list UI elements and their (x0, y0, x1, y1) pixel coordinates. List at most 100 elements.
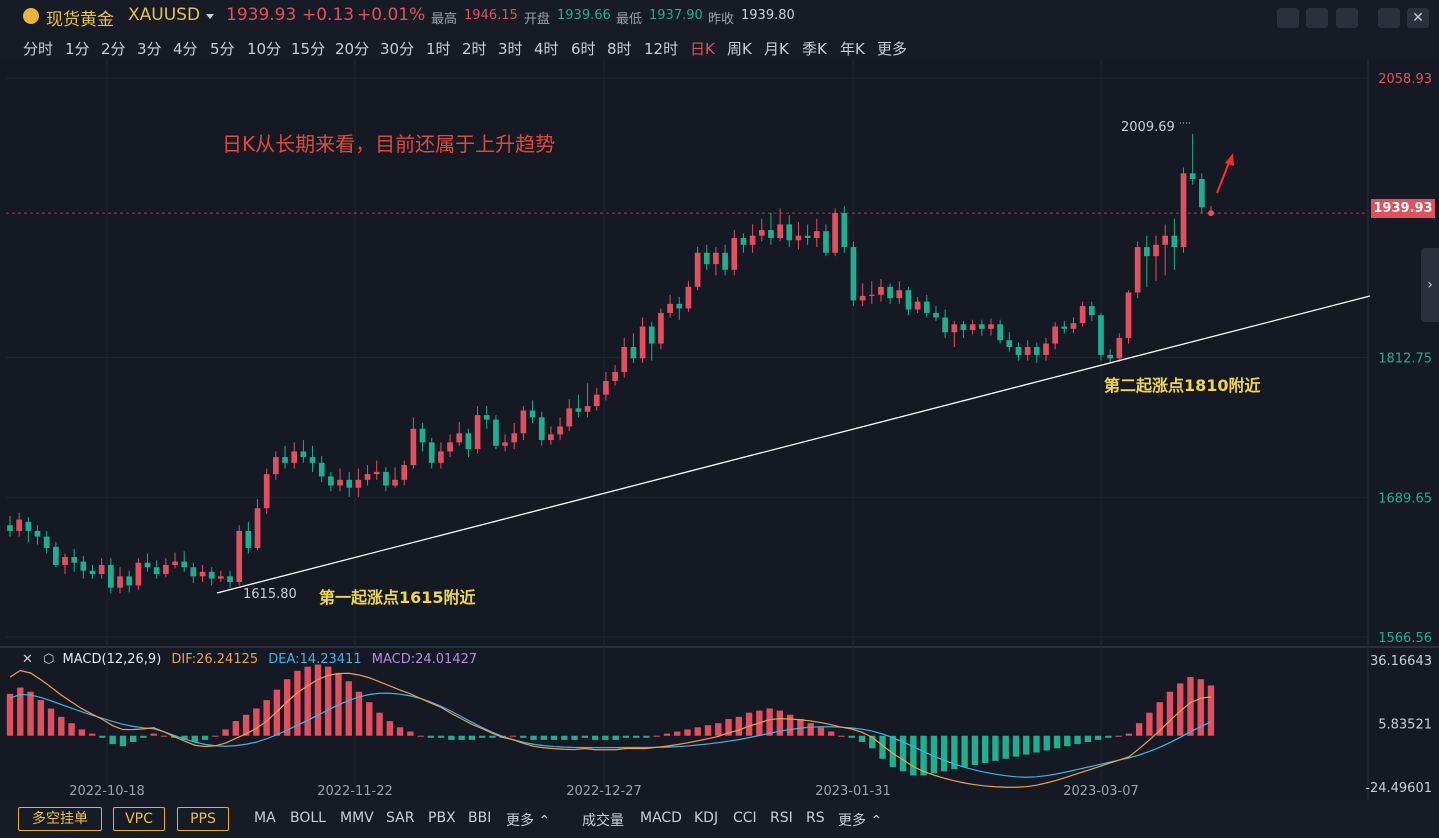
candle-body (245, 530, 252, 548)
price-change: +0.13 (302, 5, 355, 25)
macd-hist-bar (653, 735, 660, 737)
sub-indicator-1[interactable]: MACD (640, 810, 682, 826)
bottom-box-0[interactable]: 多空挂单 (18, 807, 102, 831)
sub-indicator-0[interactable]: 成交量 (582, 813, 624, 829)
sub-indicator-2[interactable]: KDJ (694, 810, 719, 826)
candle-body (447, 442, 453, 452)
interval-9[interactable]: 30分 (380, 40, 415, 58)
macd-hist-bar (1156, 702, 1163, 736)
macd-hist-bar (294, 670, 301, 736)
candle-body (603, 381, 609, 395)
interval-4[interactable]: 4分 (173, 40, 198, 58)
interval-1[interactable]: 1分 (65, 40, 90, 58)
fullscreen-icon[interactable] (1378, 8, 1400, 28)
macd-hist-bar (376, 712, 383, 736)
macd-hist-bar (1177, 683, 1184, 736)
candle-body (153, 567, 160, 575)
macd-hist-bar (17, 687, 24, 736)
bottom-box-1[interactable]: VPC (113, 807, 165, 831)
symbol-name[interactable]: 现货黄金 (46, 10, 114, 30)
interval-15[interactable]: 8时 (607, 40, 632, 58)
up-arrow-icon (1216, 159, 1231, 194)
main-indicator-1[interactable]: BOLL (290, 810, 326, 826)
settings-hex-icon[interactable]: ⬡ (43, 652, 55, 667)
macd-hist-bar (684, 729, 691, 736)
interval-3[interactable]: 3分 (137, 40, 162, 58)
candle-body (337, 479, 343, 486)
macd-hist-bar (396, 727, 404, 736)
symbol-code[interactable]: XAUUSD (128, 5, 201, 25)
interval-19[interactable]: 月K (764, 40, 789, 58)
x-tick-label: 2023-03-07 (1063, 784, 1139, 799)
candle-body (813, 231, 820, 239)
interval-2[interactable]: 2分 (101, 40, 126, 58)
candle-body (1134, 247, 1141, 293)
macd-hist-bar (181, 735, 188, 740)
up-arrow-head-icon (1225, 153, 1234, 166)
interval-0[interactable]: 分时 (23, 40, 54, 58)
main-indicator-2[interactable]: MMV (340, 810, 374, 826)
macd-hist-bar (283, 679, 291, 736)
macd-hist-bar (520, 735, 527, 738)
low-marker: 1615.80 (243, 587, 297, 602)
dea-line (9, 692, 1212, 778)
interval-12[interactable]: 3时 (498, 40, 523, 58)
candle-body (318, 462, 325, 477)
interval-8[interactable]: 20分 (335, 40, 370, 58)
interval-7[interactable]: 15分 (291, 40, 326, 58)
chevron-down-icon[interactable] (206, 14, 214, 19)
main-indicator-6[interactable]: 更多 ⌃ (506, 813, 551, 829)
sub-indicator-4[interactable]: RSI (770, 810, 793, 826)
candle-body (777, 224, 783, 239)
macd-hist-bar (407, 731, 414, 736)
interval-20[interactable]: 季K (802, 40, 827, 58)
interval-5[interactable]: 5分 (210, 40, 235, 58)
expand-panel-button[interactable]: › (1421, 248, 1439, 322)
interval-11[interactable]: 2时 (462, 40, 487, 58)
macd-hist-bar (345, 681, 352, 736)
main-indicator-0[interactable]: MA (254, 810, 276, 826)
main-indicator-5[interactable]: BBI (468, 810, 492, 826)
macd-hist-bar (386, 721, 393, 736)
candle-body (1052, 326, 1058, 344)
sub-indicator-3[interactable]: CCI (733, 810, 757, 826)
interval-21[interactable]: 年K (840, 40, 865, 58)
chart-area[interactable]: 2058.93 1812.75 1689.65 1566.56 2022-10-18 20… (0, 60, 1439, 800)
candle-style-icon[interactable] (1336, 8, 1358, 28)
candle-body (483, 415, 490, 420)
candle-body (612, 371, 618, 382)
close-icon[interactable]: ✕ (22, 652, 33, 667)
interval-22[interactable]: 更多 (877, 40, 908, 58)
candle-body (190, 567, 197, 577)
macd-hist-bar (961, 735, 968, 768)
candle-body (383, 471, 389, 486)
interval-6[interactable]: 10分 (247, 40, 282, 58)
macd-hist-bar (766, 708, 773, 736)
interval-18[interactable]: 周K (727, 40, 752, 58)
bottom-box-2[interactable]: PPS (177, 807, 229, 831)
sub-indicator-5[interactable]: RS (806, 810, 825, 826)
sub-indicator-6[interactable]: 更多 ⌃ (838, 813, 883, 829)
candle-body (584, 406, 591, 412)
main-indicator-4[interactable]: PBX (428, 810, 456, 826)
candle-body (557, 426, 563, 435)
y-tick-label: 1566.56 (1378, 631, 1432, 646)
draw-pen-icon[interactable] (1306, 8, 1328, 28)
interval-13[interactable]: 4时 (534, 40, 559, 58)
candle-body (355, 479, 362, 488)
macd-hist-bar (951, 735, 958, 770)
interval-17[interactable]: 日K (690, 40, 715, 58)
candle-body (1116, 337, 1123, 359)
last-price: 1939.93 (226, 5, 297, 25)
line-chart-icon[interactable] (1277, 8, 1299, 28)
macd-hist-bar (817, 727, 825, 736)
interval-10[interactable]: 1时 (426, 40, 451, 58)
main-indicator-3[interactable]: SAR (386, 810, 415, 826)
candle-body (548, 434, 554, 441)
interval-16[interactable]: 12时 (644, 40, 679, 58)
macd-hist-bar (632, 735, 640, 738)
close-icon[interactable]: ✕ (1407, 8, 1429, 28)
interval-14[interactable]: 6时 (571, 40, 596, 58)
macd-hist-bar (1187, 677, 1194, 736)
candle-body (795, 235, 802, 241)
